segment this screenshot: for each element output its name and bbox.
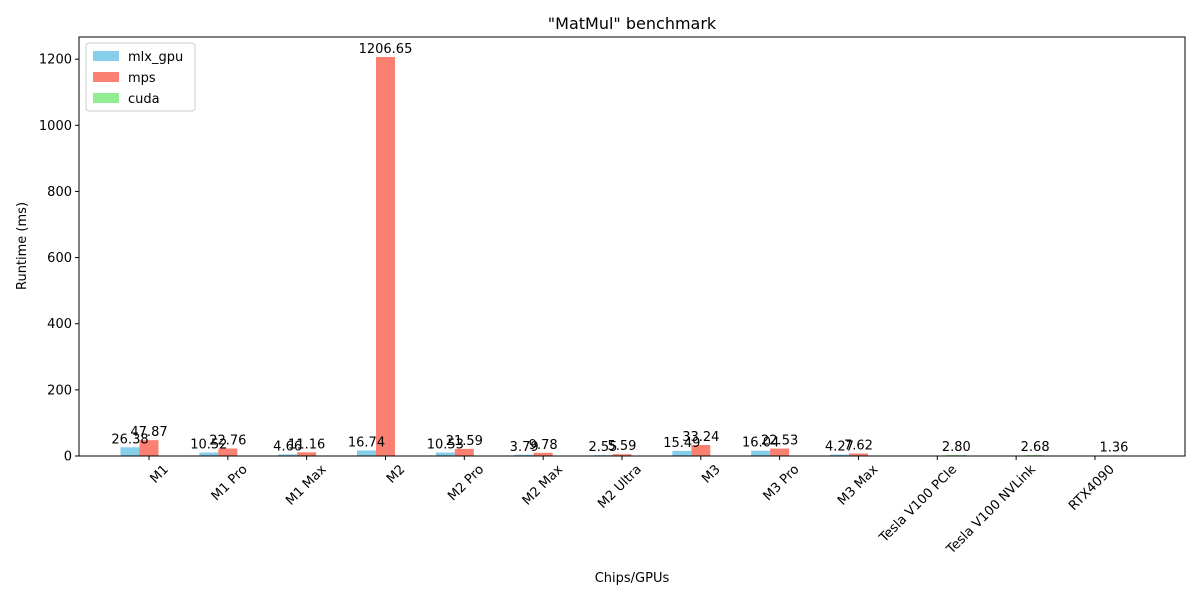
bar-mlx_gpu	[672, 450, 692, 456]
legend-label-cuda: cuda	[128, 92, 160, 107]
bar-value-label: 1206.65	[359, 42, 413, 57]
bar-value-label: 21.59	[446, 434, 483, 449]
legend-swatch-mps	[93, 72, 119, 82]
legend-swatch-cuda	[93, 93, 119, 103]
bar-mps	[770, 448, 790, 456]
x-tick-label: M1 Max	[283, 462, 330, 509]
x-tick-label: M3	[699, 462, 723, 486]
bar-value-label: 7.62	[844, 438, 873, 453]
bar-mlx_gpu	[199, 452, 219, 456]
bar-value-label: 5.59	[608, 439, 637, 454]
x-tick-label: M3 Pro	[761, 462, 803, 504]
x-tick-label: Tesla V100 NVLink	[943, 462, 1039, 558]
y-tick-label: 1000	[39, 119, 72, 134]
bar-value-label: 15.49	[663, 436, 700, 451]
bar-labels-layer: 26.38 10.52 4.66 16.74 10.53 3.79 2.55 15.49 16.…	[111, 42, 1128, 456]
x-tick-label: M1	[147, 462, 171, 486]
bar-value-label: 10.53	[427, 438, 464, 453]
bar-value-label: 10.52	[190, 438, 227, 453]
y-tick-label: 1200	[39, 53, 72, 68]
bar-mlx_gpu	[356, 450, 376, 456]
x-tick-label: M2 Pro	[445, 462, 487, 504]
bar-mps	[533, 452, 553, 456]
x-tick-label: M3 Max	[835, 462, 882, 509]
plot-frame	[78, 36, 1186, 457]
y-tick-label: 600	[47, 251, 72, 266]
bar-value-label: 9.78	[529, 438, 558, 453]
bar-value-label: 16.74	[348, 435, 385, 450]
bar-value-label: 3.79	[510, 440, 539, 455]
x-tick-label: M2 Ultra	[595, 462, 645, 512]
y-tick-label: 200	[47, 383, 72, 398]
x-tick-label: M2 Max	[520, 462, 567, 509]
bar-mps	[612, 454, 632, 456]
chart-title: "MatMul" benchmark	[548, 14, 717, 33]
bar-mps	[454, 448, 474, 456]
bar-mps	[297, 452, 317, 456]
bar-value-label: 26.38	[111, 432, 148, 447]
bar-mps	[139, 440, 159, 456]
legend-swatch-mlx_gpu	[93, 51, 119, 61]
bar-mlx_gpu	[514, 454, 534, 456]
y-axis: 0 200 400 600 800 1000 1200	[39, 53, 79, 465]
bar-value-label: 22.76	[209, 433, 246, 448]
bar-mlx_gpu	[829, 454, 849, 456]
bar-mps	[848, 453, 868, 456]
bar-mlx_gpu	[278, 454, 298, 456]
bar-mps	[218, 448, 238, 456]
bars-layer	[120, 56, 1124, 457]
bar-value-label: 47.87	[130, 425, 167, 440]
bar-value-label: 1.36	[1099, 441, 1128, 456]
legend-label-mlx_gpu: mlx_gpu	[128, 50, 183, 65]
x-axis: M1 M1 Pro M1 Max M2 M2 Pro M2 Max M2 Ultra M3 M3…	[147, 456, 1118, 558]
bar-value-label: 22.53	[761, 434, 798, 449]
bar-value-label: 16.04	[742, 436, 779, 451]
bar-mlx_gpu	[751, 450, 771, 456]
y-axis-label: Runtime (ms)	[15, 202, 30, 290]
bar-value-label: 2.55	[589, 440, 618, 455]
x-tick-label: RTX4090	[1066, 462, 1118, 514]
bar-value-label: 4.27	[825, 440, 854, 455]
bar-value-label: 11.16	[288, 437, 325, 452]
x-axis-label: Chips/GPUs	[595, 571, 670, 586]
bar-mlx_gpu	[120, 447, 140, 456]
x-tick-label: M1 Pro	[209, 462, 251, 504]
x-tick-label: Tesla V100 PCIe	[876, 462, 960, 546]
bar-value-label: 33.24	[682, 430, 719, 445]
bar-mps	[375, 56, 395, 457]
bar-mps	[691, 445, 711, 456]
y-tick-label: 0	[64, 450, 72, 465]
y-tick-label: 400	[47, 317, 72, 332]
x-tick-label: M2	[384, 462, 408, 486]
y-tick-label: 800	[47, 185, 72, 200]
bar-value-label: 2.80	[942, 440, 971, 455]
legend-label-mps: mps	[128, 71, 156, 86]
bar-value-label: 2.68	[1021, 440, 1050, 455]
bar-mlx_gpu	[435, 452, 455, 456]
bar-value-label: 4.66	[273, 439, 302, 454]
